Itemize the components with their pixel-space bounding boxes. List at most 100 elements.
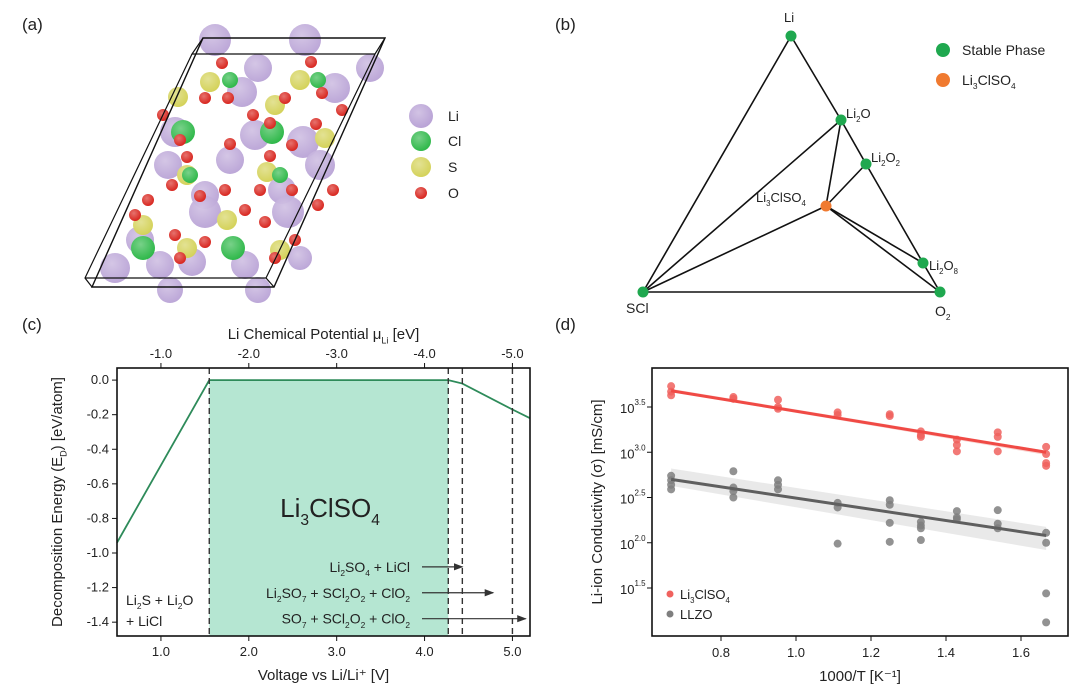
atom-li xyxy=(356,54,384,82)
panel-label-b: (b) xyxy=(555,15,576,34)
data-point-llzo xyxy=(774,485,782,494)
phase-diagram: Li Li2O Li2O2 Li3ClSO4 Li2O8 SCl O2 xyxy=(626,10,958,322)
data-point-llzo xyxy=(885,518,894,527)
x-tick-label: 1.0 xyxy=(787,645,805,660)
y-tick-label: 0.0 xyxy=(91,372,109,387)
x-tick-label: 2.0 xyxy=(240,644,258,659)
x2-tick-label: -2.0 xyxy=(238,346,260,361)
unit-cell-edges xyxy=(84,37,386,288)
phase-label-scl: SCl xyxy=(626,300,649,316)
atom-o xyxy=(216,57,228,69)
phase-node-o2 xyxy=(934,286,946,298)
data-point-li3clso4 xyxy=(993,447,1002,456)
atom-o xyxy=(174,134,186,146)
data-point-llzo xyxy=(952,507,961,516)
atom-o xyxy=(222,92,234,104)
x-tick-label: 1.6 xyxy=(1012,645,1030,660)
atom-o xyxy=(269,252,281,264)
data-point-li3clso4 xyxy=(774,395,782,404)
tie-line-li2o2-li3clso4 xyxy=(825,163,867,207)
atom-li xyxy=(288,246,312,270)
stable-window-label: Li3ClSO4 xyxy=(280,493,380,529)
x-tick-label: 0.8 xyxy=(712,645,730,660)
atom-cl xyxy=(221,236,245,260)
atom-o xyxy=(279,92,291,104)
conductivity-chart: 0.8 1.0 1.2 1.4 1.6 101.5 102.0 102.5 103.0 103.5… xyxy=(589,367,1069,685)
element-legend: Li Cl SO xyxy=(409,104,461,201)
decomposition-energy-chart: 1.0 2.0 3.0 4.0 5.0 -1.0 -2.0 -3.0 -4.0 -5.0 0.0 -0… xyxy=(49,326,531,684)
atom-o xyxy=(327,184,339,196)
data-point-li3clso4 xyxy=(952,441,961,450)
tie-line-li2o8-o2 xyxy=(922,262,941,293)
atom-o xyxy=(166,179,178,191)
panel-label-d: (d) xyxy=(555,315,576,334)
atom-li xyxy=(305,150,335,180)
y-tick-label: 102.5 xyxy=(620,489,646,507)
fit-line-li3clso4 xyxy=(670,389,1047,454)
panel-label-a: (a) xyxy=(22,15,43,34)
atom-li xyxy=(199,24,231,56)
phase-node-li2o8 xyxy=(917,257,929,269)
x-axis-title: Voltage vs Li/Li⁺ [V] xyxy=(258,667,389,684)
phase-label-li3clso4: Li3ClSO4 xyxy=(756,190,807,208)
crystal-structure xyxy=(84,24,387,303)
legend-swatch-cl xyxy=(411,131,431,151)
atom-o xyxy=(181,151,193,163)
y-tick-label: 103.0 xyxy=(620,443,646,461)
stable-window-region xyxy=(209,380,449,636)
y-axis-title: Decomposition Energy (ED) [eV/atom] xyxy=(49,377,69,627)
data-point-llzo xyxy=(1042,538,1051,547)
tie-line-li-li2o xyxy=(790,35,842,121)
atom-s xyxy=(290,70,310,90)
tie-line-li3clso4-o2 xyxy=(825,205,941,293)
atom-cl xyxy=(272,167,288,183)
atom-o xyxy=(286,139,298,151)
y-tick-label: -0.8 xyxy=(87,510,109,525)
atom-o xyxy=(264,117,276,129)
atom-o xyxy=(259,216,271,228)
oxidation-products-label: Li2SO7 + SCl2O2 + ClO2 xyxy=(266,585,410,604)
legend-swatch-li xyxy=(409,104,433,128)
y-tick-label: 102.0 xyxy=(620,534,646,552)
atom-o xyxy=(219,184,231,196)
x2-tick-label: -3.0 xyxy=(325,346,347,361)
atom-o xyxy=(247,109,259,121)
legend-swatch-stable-phase xyxy=(936,43,950,57)
phase-node-li2o xyxy=(835,114,847,126)
atom-cl xyxy=(131,236,155,260)
atom-li xyxy=(216,146,244,174)
legend-label-s: S xyxy=(448,159,457,175)
legend-swatch-llzo xyxy=(666,610,674,618)
legend-label-o: O xyxy=(448,185,459,201)
atom-s xyxy=(168,87,188,107)
phase-label-li2o8: Li2O8 xyxy=(929,258,958,276)
legend-label-li3clso4: Li3ClSO4 xyxy=(680,587,731,605)
plot-frame xyxy=(116,367,531,637)
atom-o xyxy=(194,190,206,202)
atom-o xyxy=(224,138,236,150)
data-point-llzo xyxy=(833,539,842,548)
phase-node-scl xyxy=(637,286,649,298)
y-tick-label: 103.5 xyxy=(620,398,646,416)
data-point-llzo xyxy=(993,506,1002,515)
x-tick-label: 1.2 xyxy=(862,645,880,660)
y-tick-label: -0.6 xyxy=(87,476,109,491)
data-point-llzo xyxy=(916,536,925,545)
atom-o xyxy=(310,118,322,130)
legend-label-cl: Cl xyxy=(448,133,461,149)
phase-label-li2o2: Li2O2 xyxy=(871,150,900,168)
atom-o xyxy=(142,194,154,206)
data-point-li3clso4 xyxy=(1042,442,1051,451)
y-axis-title: Li-ion Conductivity (σ) [mS/cm] xyxy=(589,399,606,604)
atom-s xyxy=(315,128,335,148)
atom-cl xyxy=(310,72,326,88)
tie-line-li2o-li3clso4 xyxy=(825,119,842,207)
phase-legend: Stable Phase Li3ClSO4 xyxy=(936,42,1045,91)
atom-li xyxy=(100,253,130,283)
data-point-li3clso4 xyxy=(952,447,961,456)
data-point-li3clso4 xyxy=(993,432,1002,441)
panel-label-c: (c) xyxy=(22,315,42,334)
atom-o xyxy=(174,252,186,264)
atom-o xyxy=(199,236,211,248)
